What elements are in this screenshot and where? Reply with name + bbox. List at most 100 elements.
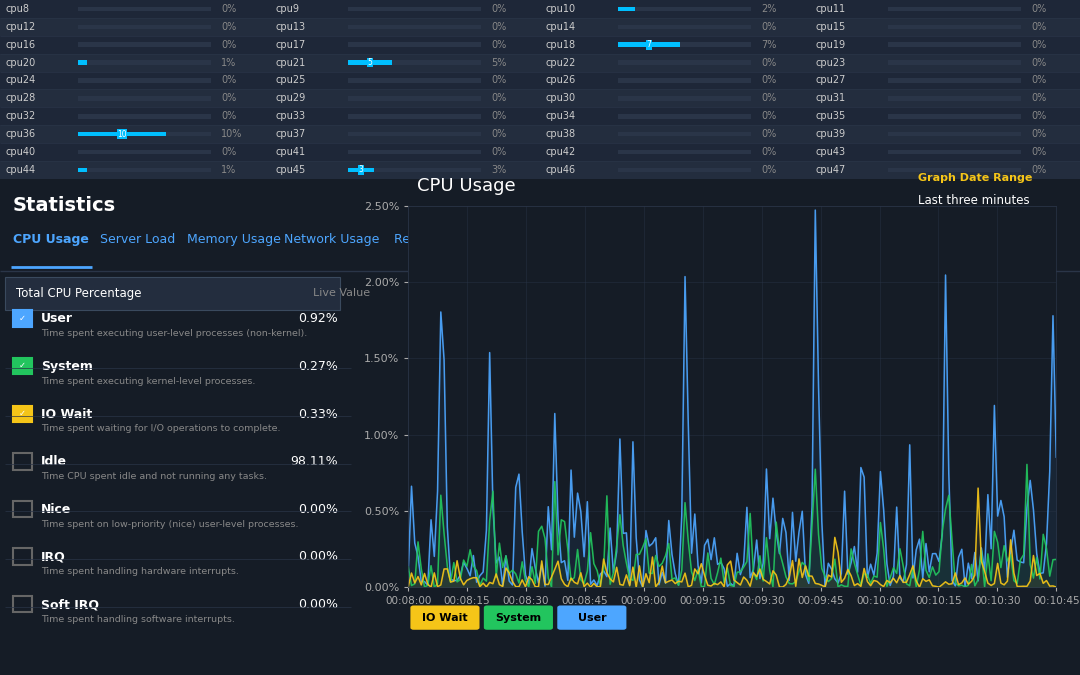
Text: 0%: 0% [1031,4,1047,14]
Text: cpu23: cpu23 [815,57,846,68]
Text: 0%: 0% [221,111,237,121]
FancyBboxPatch shape [888,150,1021,155]
Text: 0%: 0% [491,22,507,32]
Text: Server Load: Server Load [100,233,176,246]
FancyBboxPatch shape [78,96,211,101]
Text: 0%: 0% [221,4,237,14]
Text: 1%: 1% [221,165,237,175]
FancyBboxPatch shape [618,96,751,101]
FancyBboxPatch shape [618,43,679,47]
Text: 0%: 0% [761,129,777,139]
Text: 0%: 0% [1031,93,1047,103]
Text: 0%: 0% [761,111,777,121]
Text: User: User [41,313,73,325]
Text: 0%: 0% [491,4,507,14]
Text: 3%: 3% [491,165,507,175]
Text: 0%: 0% [1031,40,1047,50]
Text: cpu15: cpu15 [815,22,846,32]
FancyBboxPatch shape [348,96,481,101]
FancyBboxPatch shape [618,114,751,119]
Text: 0%: 0% [491,76,507,86]
Text: Soft IRQ: Soft IRQ [41,598,99,611]
Text: cpu13: cpu13 [275,22,306,32]
FancyBboxPatch shape [348,114,481,119]
Text: cpu39: cpu39 [815,129,846,139]
Text: Live Value: Live Value [313,288,370,298]
Text: Total CPU Percentage: Total CPU Percentage [16,287,141,300]
Text: cpu18: cpu18 [545,40,576,50]
FancyBboxPatch shape [0,18,1080,36]
FancyBboxPatch shape [13,358,32,375]
Text: cpu17: cpu17 [275,40,306,50]
Text: CPU Usage: CPU Usage [13,233,89,246]
FancyBboxPatch shape [78,60,86,65]
Text: 0.00%: 0.00% [298,503,338,516]
Text: 0.27%: 0.27% [298,360,338,373]
Text: Memory Usage: Memory Usage [187,233,281,246]
FancyBboxPatch shape [618,132,751,136]
Text: cpu33: cpu33 [275,111,306,121]
Text: cpu35: cpu35 [815,111,846,121]
Text: cpu22: cpu22 [545,57,576,68]
FancyBboxPatch shape [78,24,211,29]
Text: cpu43: cpu43 [815,147,846,157]
FancyBboxPatch shape [348,150,481,155]
Text: 0%: 0% [221,147,237,157]
Text: Time spent handling hardware interrupts.: Time spent handling hardware interrupts. [41,567,239,576]
Text: cpu24: cpu24 [5,76,36,86]
FancyBboxPatch shape [5,277,340,310]
FancyBboxPatch shape [348,43,481,47]
Text: Time spent executing user-level processes (non-kernel).: Time spent executing user-level processe… [41,329,308,338]
FancyBboxPatch shape [78,43,211,47]
Text: cpu20: cpu20 [5,57,36,68]
FancyBboxPatch shape [618,167,751,172]
Text: Last three minutes: Last three minutes [918,194,1030,207]
FancyBboxPatch shape [888,167,1021,172]
Text: cpu40: cpu40 [5,147,36,157]
Text: 0%: 0% [491,40,507,50]
Text: cpu16: cpu16 [5,40,36,50]
Text: ✓: ✓ [19,409,26,418]
FancyBboxPatch shape [618,43,751,47]
FancyBboxPatch shape [0,36,1080,54]
Text: cpu47: cpu47 [815,165,846,175]
Text: 0%: 0% [761,76,777,86]
FancyBboxPatch shape [348,7,481,11]
Text: 0.00%: 0.00% [298,550,338,564]
Text: Statistics: Statistics [13,196,116,215]
Text: cpu30: cpu30 [545,93,576,103]
Text: CPU Scheduler: CPU Scheduler [505,233,597,246]
Text: cpu32: cpu32 [5,111,36,121]
Text: cpu9: cpu9 [275,4,299,14]
Text: cpu45: cpu45 [275,165,306,175]
FancyBboxPatch shape [348,24,481,29]
Text: Network Usage: Network Usage [284,233,379,246]
Text: 0%: 0% [1031,165,1047,175]
Text: 0%: 0% [491,129,507,139]
Text: 0.00%: 0.00% [298,598,338,611]
Text: 7%: 7% [761,40,777,50]
FancyBboxPatch shape [618,78,751,83]
Text: ✓: ✓ [19,314,26,323]
FancyBboxPatch shape [78,167,86,172]
Text: Time spent waiting for I/O operations to complete.: Time spent waiting for I/O operations to… [41,425,281,433]
FancyBboxPatch shape [0,90,1080,107]
Text: 5: 5 [367,58,373,67]
Text: 3: 3 [359,165,364,174]
FancyBboxPatch shape [0,107,1080,126]
Text: 0%: 0% [491,93,507,103]
Text: cpu29: cpu29 [275,93,306,103]
Text: cpu44: cpu44 [5,165,36,175]
FancyBboxPatch shape [888,60,1021,65]
Text: cpu46: cpu46 [545,165,576,175]
FancyBboxPatch shape [0,72,1080,90]
Text: 5%: 5% [491,57,507,68]
Text: Time spent executing kernel-level processes.: Time spent executing kernel-level proces… [41,377,255,386]
Text: cpu14: cpu14 [545,22,576,32]
FancyBboxPatch shape [78,132,211,136]
Text: IO Wait: IO Wait [422,613,468,622]
FancyBboxPatch shape [0,54,1080,72]
Text: Time spent on low-priority (nice) user-level processes.: Time spent on low-priority (nice) user-l… [41,520,298,529]
Text: cpu26: cpu26 [545,76,576,86]
Text: cpu21: cpu21 [275,57,306,68]
